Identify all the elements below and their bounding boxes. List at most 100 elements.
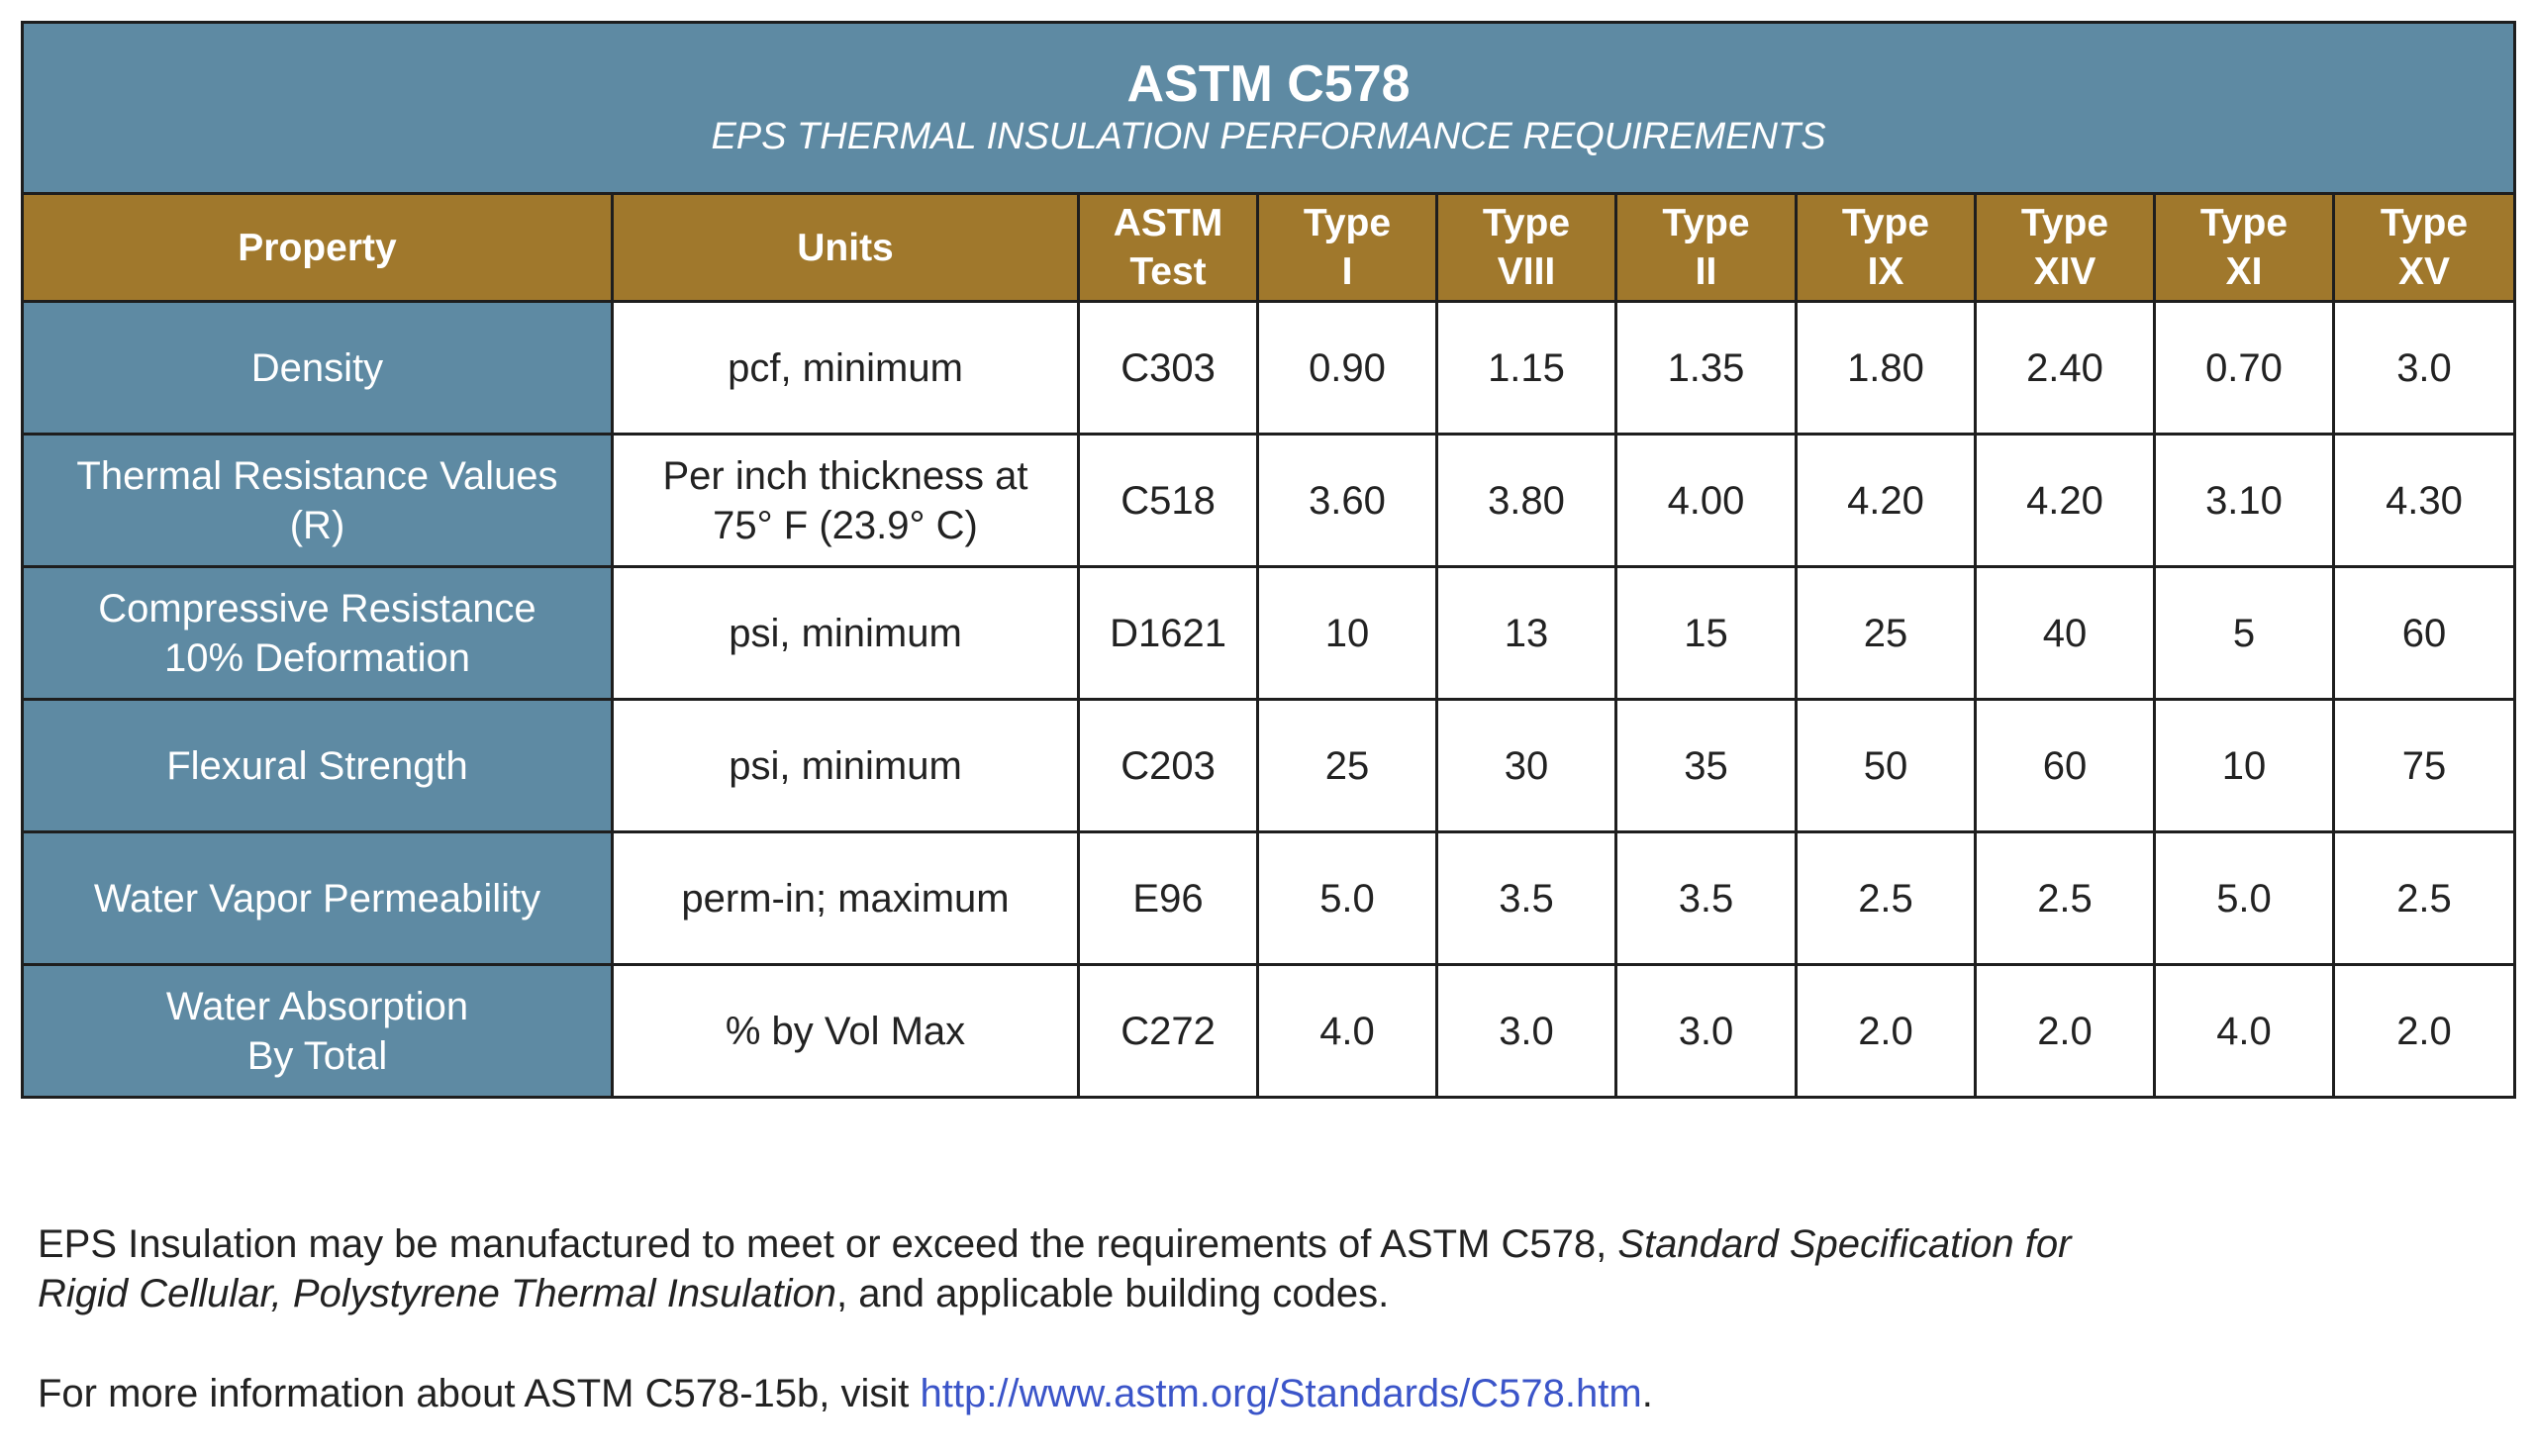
value-cell: 30 [1435, 698, 1617, 833]
value-cell: 3.80 [1435, 433, 1617, 568]
value-cell: 1.35 [1614, 300, 1798, 436]
value-cell: 60 [1974, 698, 2156, 833]
column-header: ASTM Test [1077, 192, 1259, 303]
value-cell: 3.5 [1435, 830, 1617, 966]
value-cell: 2.0 [1974, 963, 2156, 1099]
table-title: ASTM C578 [1126, 55, 1411, 113]
value-cell: 4.20 [1974, 433, 2156, 568]
value-cell: 3.0 [2332, 300, 2516, 436]
value-cell: 3.10 [2153, 433, 2335, 568]
column-header: Units [611, 192, 1080, 303]
value-cell: 35 [1614, 698, 1798, 833]
value-cell: 0.90 [1256, 300, 1438, 436]
table-row: Water Absorption By Total % by Vol Max C272… [21, 963, 2516, 1099]
units-cell: perm-in; maximum [611, 830, 1080, 966]
property-cell: Flexural Strength [21, 698, 614, 833]
value-cell: 5.0 [1256, 830, 1438, 966]
property-cell: Water Absorption By Total [21, 963, 614, 1099]
cell-text: XIV [2033, 250, 2096, 293]
cell-text: XV [2397, 250, 2451, 293]
cell-text: Compressive Resistance [98, 586, 536, 631]
value-cell: 4.20 [1795, 433, 1977, 568]
column-header: Type I [1256, 192, 1438, 303]
test-cell: C303 [1077, 300, 1259, 436]
cell-text: IX [1867, 250, 1904, 293]
value-cell: 3.0 [1435, 963, 1617, 1099]
value-cell: 2.5 [1795, 830, 1977, 966]
cell-text: Property [238, 226, 397, 269]
astm-c578-table: ASTM C578 EPS THERMAL INSULATION PERFORM… [21, 21, 2516, 1099]
footer-text: , and applicable building codes. [836, 1272, 1390, 1315]
cell-text: Water Vapor Permeability [93, 876, 541, 921]
units-cell: psi, minimum [611, 698, 1080, 833]
cell-text: I [1341, 250, 1353, 293]
footer-paragraph-1: EPS Insulation may be manufactured to me… [38, 1219, 2071, 1318]
test-cell: C518 [1077, 433, 1259, 568]
value-cell: 4.0 [2153, 963, 2335, 1099]
cell-text: 75° F (23.9° C) [713, 503, 978, 547]
cell-text: perm-in; maximum [681, 876, 1010, 921]
column-header: Type II [1614, 192, 1798, 303]
value-cell: 25 [1256, 698, 1438, 833]
value-cell: 10 [2153, 698, 2335, 833]
spec-title: Standard Specification for [1617, 1222, 2072, 1266]
cell-text: VIII [1497, 250, 1556, 293]
value-cell: 2.0 [2332, 963, 2516, 1099]
test-cell: E96 [1077, 830, 1259, 966]
cell-text: psi, minimum [729, 611, 962, 655]
cell-text: II [1695, 250, 1717, 293]
value-cell: 2.5 [1974, 830, 2156, 966]
table-row: Compressive Resistance 10% Deformation psi… [21, 565, 2516, 701]
test-cell: C272 [1077, 963, 1259, 1099]
spec-title-cont: Rigid Cellular, Polystyrene Thermal Insu… [38, 1272, 837, 1315]
value-cell: 4.30 [2332, 433, 2516, 568]
test-cell: D1621 [1077, 565, 1259, 701]
value-cell: 2.5 [2332, 830, 2516, 966]
cell-text: Per inch thickness at [662, 453, 1028, 498]
cell-text: Type [2199, 202, 2289, 244]
property-cell: Thermal Resistance Values (R) [21, 433, 614, 568]
value-cell: 4.00 [1614, 433, 1798, 568]
test-cell: C203 [1077, 698, 1259, 833]
cell-text: Type [1662, 202, 1750, 244]
units-cell: psi, minimum [611, 565, 1080, 701]
cell-text: Units [797, 226, 894, 269]
value-cell: 40 [1974, 565, 2156, 701]
table-row: Flexural Strength psi, minimum C203 25 30 35 5… [21, 698, 2516, 833]
column-header: Type VIII [1435, 192, 1617, 303]
table-row: Water Vapor Permeability perm-in; maximum… [21, 830, 2516, 966]
column-header: Type IX [1795, 192, 1977, 303]
footer-text: . [1641, 1372, 1653, 1415]
value-cell: 4.0 [1256, 963, 1438, 1099]
units-cell: % by Vol Max [611, 963, 1080, 1099]
cell-text: Type [2380, 202, 2469, 244]
cell-text: Flexural Strength [166, 743, 468, 788]
units-cell: pcf, minimum [611, 300, 1080, 436]
cell-text: Density [250, 345, 384, 390]
footer-text: For more information about ASTM C578-15b… [38, 1372, 921, 1415]
value-cell: 1.80 [1795, 300, 1977, 436]
column-header: Type XIV [1974, 192, 2156, 303]
column-header: Property [21, 192, 614, 303]
cell-text: ASTM [1113, 202, 1223, 244]
value-cell: 13 [1435, 565, 1617, 701]
table-subtitle: EPS THERMAL INSULATION PERFORMANCE REQUI… [711, 116, 1826, 157]
cell-text: Water Absorption [165, 984, 469, 1028]
table-row: Thermal Resistance Values (R) Per inch thi… [21, 433, 2516, 568]
value-cell: 10 [1256, 565, 1438, 701]
column-header: Type XV [2332, 192, 2516, 303]
value-cell: 0.70 [2153, 300, 2335, 436]
property-cell: Water Vapor Permeability [21, 830, 614, 966]
value-cell: 5 [2153, 565, 2335, 701]
cell-text: Type [1482, 202, 1571, 244]
property-cell: Density [21, 300, 614, 436]
footer-paragraph-2: For more information about ASTM C578-15b… [38, 1369, 1653, 1418]
value-cell: 3.0 [1614, 963, 1798, 1099]
value-cell: 1.15 [1435, 300, 1617, 436]
astm-link[interactable]: http://www.astm.org/Standards/C578.htm [920, 1372, 1642, 1415]
cell-text: Type [1303, 202, 1392, 244]
cell-text: % by Vol Max [725, 1009, 966, 1053]
table-row: Density pcf, minimum C303 0.90 1.15 1.35 1.80 2… [21, 300, 2516, 436]
cell-text: XI [2225, 250, 2263, 293]
footer-text: EPS Insulation may be manufactured to me… [38, 1222, 1618, 1266]
